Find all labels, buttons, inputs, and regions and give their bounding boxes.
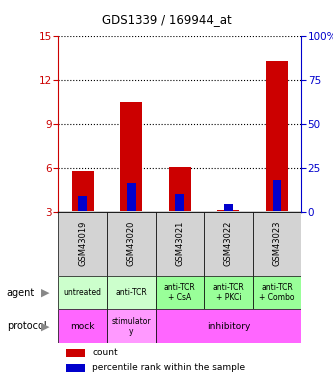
Bar	[58, 309, 107, 343]
Bar	[273, 180, 281, 211]
Text: GSM43019: GSM43019	[78, 221, 87, 266]
Bar	[66, 364, 85, 372]
Bar	[253, 276, 301, 309]
Bar	[107, 212, 156, 276]
Text: anti-TCR
+ CsA: anti-TCR + CsA	[164, 283, 196, 302]
Bar	[175, 194, 184, 211]
Text: GDS1339 / 169944_at: GDS1339 / 169944_at	[102, 13, 231, 26]
Text: untreated: untreated	[64, 288, 102, 297]
Text: GSM43020: GSM43020	[127, 221, 136, 266]
Text: anti-TCR
+ Combo: anti-TCR + Combo	[259, 283, 295, 302]
Bar	[204, 212, 253, 276]
Text: percentile rank within the sample: percentile rank within the sample	[92, 363, 245, 372]
Bar	[156, 212, 204, 276]
Text: mock: mock	[70, 322, 95, 331]
Text: GSM43023: GSM43023	[272, 221, 282, 267]
Text: ▶: ▶	[41, 288, 49, 297]
Bar	[127, 183, 136, 211]
Bar	[58, 212, 107, 276]
Bar	[266, 61, 288, 211]
Bar	[107, 276, 156, 309]
Text: stimulator
y: stimulator y	[112, 316, 151, 336]
Text: count: count	[92, 348, 118, 357]
Text: anti-TCR: anti-TCR	[115, 288, 147, 297]
Bar	[156, 276, 204, 309]
Text: anti-TCR
+ PKCi: anti-TCR + PKCi	[212, 283, 244, 302]
Bar	[120, 102, 142, 211]
Bar	[156, 309, 301, 343]
Text: protocol: protocol	[7, 321, 46, 331]
Bar	[169, 167, 191, 211]
Bar	[107, 309, 156, 343]
Bar	[72, 171, 94, 211]
Bar	[253, 212, 301, 276]
Text: inhibitory: inhibitory	[207, 322, 250, 331]
Text: GSM43022: GSM43022	[224, 221, 233, 266]
Text: agent: agent	[7, 288, 35, 297]
Bar	[217, 210, 239, 211]
Bar	[66, 348, 85, 357]
Bar	[204, 276, 253, 309]
Text: ▶: ▶	[41, 321, 49, 331]
Bar	[78, 196, 87, 211]
Bar	[58, 276, 107, 309]
Bar	[224, 204, 233, 211]
Text: GSM43021: GSM43021	[175, 221, 184, 266]
